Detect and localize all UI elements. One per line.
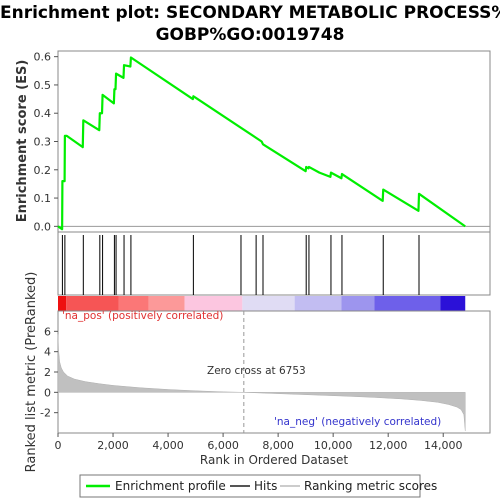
color-bar-segment <box>242 296 295 311</box>
metric-y-tick-label: 0 <box>44 386 51 399</box>
legend-item-enrichment-profile: Enrichment profile <box>86 479 226 493</box>
metric-x-tick-label: 2,000 <box>97 439 129 452</box>
legend-enrichment-label: Enrichment profile <box>115 479 226 493</box>
color-bar-segment <box>66 296 119 311</box>
es-y-tick-label: 0.6 <box>34 51 52 64</box>
metric-y-tick-label: -2 <box>40 407 51 420</box>
color-bar-segment <box>341 296 375 311</box>
es-y-tick-label: 0.1 <box>34 192 52 205</box>
metric-x-tick-label: 8,000 <box>262 439 294 452</box>
es-y-tick-label: 0.2 <box>34 164 52 177</box>
metric-x-tick-label: 6,000 <box>207 439 239 452</box>
legend-item-ranking-metric: Ranking metric scores <box>280 479 437 493</box>
enrichment-profile-line <box>57 56 466 231</box>
legend-hits-label: Hits <box>254 479 277 493</box>
legend: Enrichment profile Hits Ranking metric s… <box>79 474 437 498</box>
color-bar-segment <box>440 296 466 311</box>
es-y-tick-label: 0.0 <box>34 220 52 233</box>
ranking-metric-area <box>57 334 466 431</box>
es-y-axis-ticks: 0.0 0.1 0.2 0.3 0.4 0.5 0.6 <box>34 51 58 233</box>
hits-panel <box>57 231 491 296</box>
es-y-tick-label: 0.4 <box>34 107 52 120</box>
ranked-list-metric-panel: -2 0 2 4 6 0 2,000 4,000 6,000 8,000 10,000 12,000… <box>24 272 491 473</box>
es-y-tick-label: 0.5 <box>34 79 52 92</box>
color-bar-segment <box>58 296 67 311</box>
metric-x-tick-label: 4,000 <box>152 439 184 452</box>
es-y-tick-label: 0.3 <box>34 136 52 149</box>
rank-color-bar <box>58 296 466 311</box>
metric-x-tick-label: 10,000 <box>314 439 353 452</box>
metric-y-tick-label: 2 <box>44 366 51 379</box>
color-bar-segment <box>184 296 243 311</box>
chart-title-line-1: Enrichment plot: SECONDARY METABOLIC PRO… <box>0 3 500 23</box>
metric-y-axis-ticks: -2 0 2 4 6 <box>40 325 58 420</box>
chart-title-line-2: GOBP%GO:0019748 <box>155 25 345 45</box>
color-bar-segment <box>294 296 342 311</box>
color-bar-segment <box>118 296 149 311</box>
na-neg-annotation: 'na_neg' (negatively correlated) <box>274 416 441 428</box>
hit-lines <box>61 235 420 295</box>
metric-plot-frame <box>57 310 491 434</box>
legend-item-hits: Hits <box>230 479 277 493</box>
enrichment-score-panel: 0.0 0.1 0.2 0.3 0.4 0.5 0.6 Enrichment score (… <box>15 50 491 233</box>
metric-x-tick-label: 14,000 <box>424 439 463 452</box>
metric-x-tick-label: 0 <box>55 439 62 452</box>
color-bar-segment <box>148 296 185 311</box>
na-pos-annotation: 'na_pos' (positively correlated) <box>62 310 223 322</box>
metric-y-tick-label: 4 <box>44 346 51 359</box>
chart-title: Enrichment plot: SECONDARY METABOLIC PRO… <box>0 2 500 46</box>
es-y-axis-label: Enrichment score (ES) <box>15 60 30 223</box>
metric-x-axis-label: Rank in Ordered Dataset <box>200 453 348 467</box>
zero-cross-annotation: Zero cross at 6753 <box>207 365 306 377</box>
hits-frame <box>57 231 491 296</box>
metric-x-axis-ticks: 0 2,000 4,000 6,000 8,000 10,000 12,000 14,000 <box>55 433 463 452</box>
metric-x-tick-label: 12,000 <box>369 439 408 452</box>
metric-y-axis-label: Ranked list metric (PreRanked) <box>24 272 39 473</box>
legend-ranking-label: Ranking metric scores <box>304 479 437 493</box>
color-bar-segment <box>374 296 441 311</box>
metric-y-tick-label: 6 <box>44 325 51 338</box>
